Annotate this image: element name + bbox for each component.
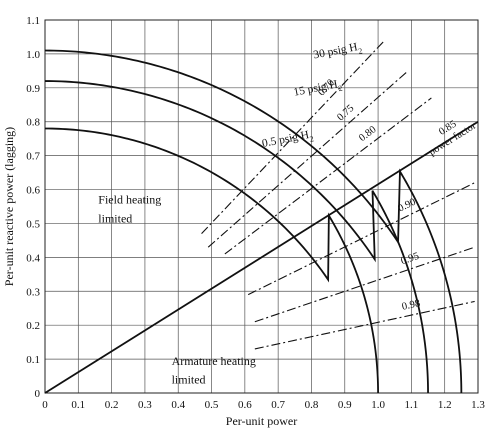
y-tick-label: 0.1 [26, 354, 40, 366]
y-tick-label: 0.2 [26, 320, 40, 332]
x-tick-label: 0.9 [338, 399, 352, 411]
grid [44, 19, 479, 394]
y-axis-label: Per-unit reactive power (lagging) [2, 127, 16, 286]
y-tick-label: 0.7 [26, 151, 40, 163]
curve-label-text: 0.5 psig H [261, 129, 310, 150]
curve-label-subscript: 2 [338, 84, 344, 94]
y-tick-label: 0 [35, 388, 41, 400]
y-tick-label: 0.3 [26, 286, 40, 298]
y-tick-label: 0.4 [26, 252, 40, 264]
power-factor-line [201, 39, 386, 235]
capability-curve-label: 0.5 psig H2 [261, 128, 315, 153]
x-tick-label: 0 [42, 399, 48, 411]
y-tick-label: 0.8 [26, 117, 40, 129]
x-tick-label: 0.6 [238, 399, 252, 411]
y-tick-label: 1.0 [26, 49, 40, 61]
x-tick-label: 0.3 [138, 399, 152, 411]
curve-label-subscript: 2 [358, 46, 364, 56]
power-factor-line [254, 300, 475, 350]
power-factor-line [247, 182, 475, 296]
x-tick-label: 1.2 [438, 399, 452, 411]
region-annotation: Armature heating [172, 354, 256, 368]
x-tick-label: 0.1 [71, 399, 85, 411]
plot-frame [44, 19, 479, 394]
x-tick-label: 1.1 [405, 399, 419, 411]
region-annotation: limited [98, 211, 132, 225]
capability-curve-label: 15 psig H2 [292, 78, 343, 102]
rated-power-factor-line [44, 120, 479, 394]
tick-labels: 0 0.1 0.2 0.3 0.4 0.5 0.6 0.7 0.8 0.9 1.0 1.1 1.2 1.3… [26, 15, 485, 411]
y-tick-label: 1.1 [26, 15, 40, 27]
power-factor-line [207, 70, 409, 248]
x-tick-label: 0.4 [171, 399, 185, 411]
power-factor-line [254, 246, 475, 323]
capability-curves [44, 49, 463, 394]
curve-label-subscript: 2 [309, 134, 315, 144]
capability-curve-label: 30 psig H2 [312, 40, 363, 64]
capability-curve [44, 127, 379, 394]
x-axis-label: Per-unit power [226, 414, 297, 428]
capability-curve [44, 80, 429, 394]
x-tick-label: 1.0 [371, 399, 385, 411]
x-tick-label: 0.7 [271, 399, 285, 411]
x-tick-label: 0.5 [205, 399, 219, 411]
x-tick-label: 1.3 [471, 399, 485, 411]
power-factor-label: 0.98 [401, 298, 421, 313]
region-annotation: Field heating [98, 193, 161, 207]
y-tick-label: 0.9 [26, 83, 40, 95]
y-tick-label: 0.5 [26, 218, 40, 230]
x-tick-label: 0.8 [305, 399, 319, 411]
x-tick-label: 0.2 [105, 399, 119, 411]
curve-label-text: 30 psig H [312, 41, 358, 61]
region-annotation: limited [172, 372, 206, 386]
power-factor-label: 0.75 [335, 103, 356, 123]
y-tick-label: 0.6 [26, 185, 40, 197]
